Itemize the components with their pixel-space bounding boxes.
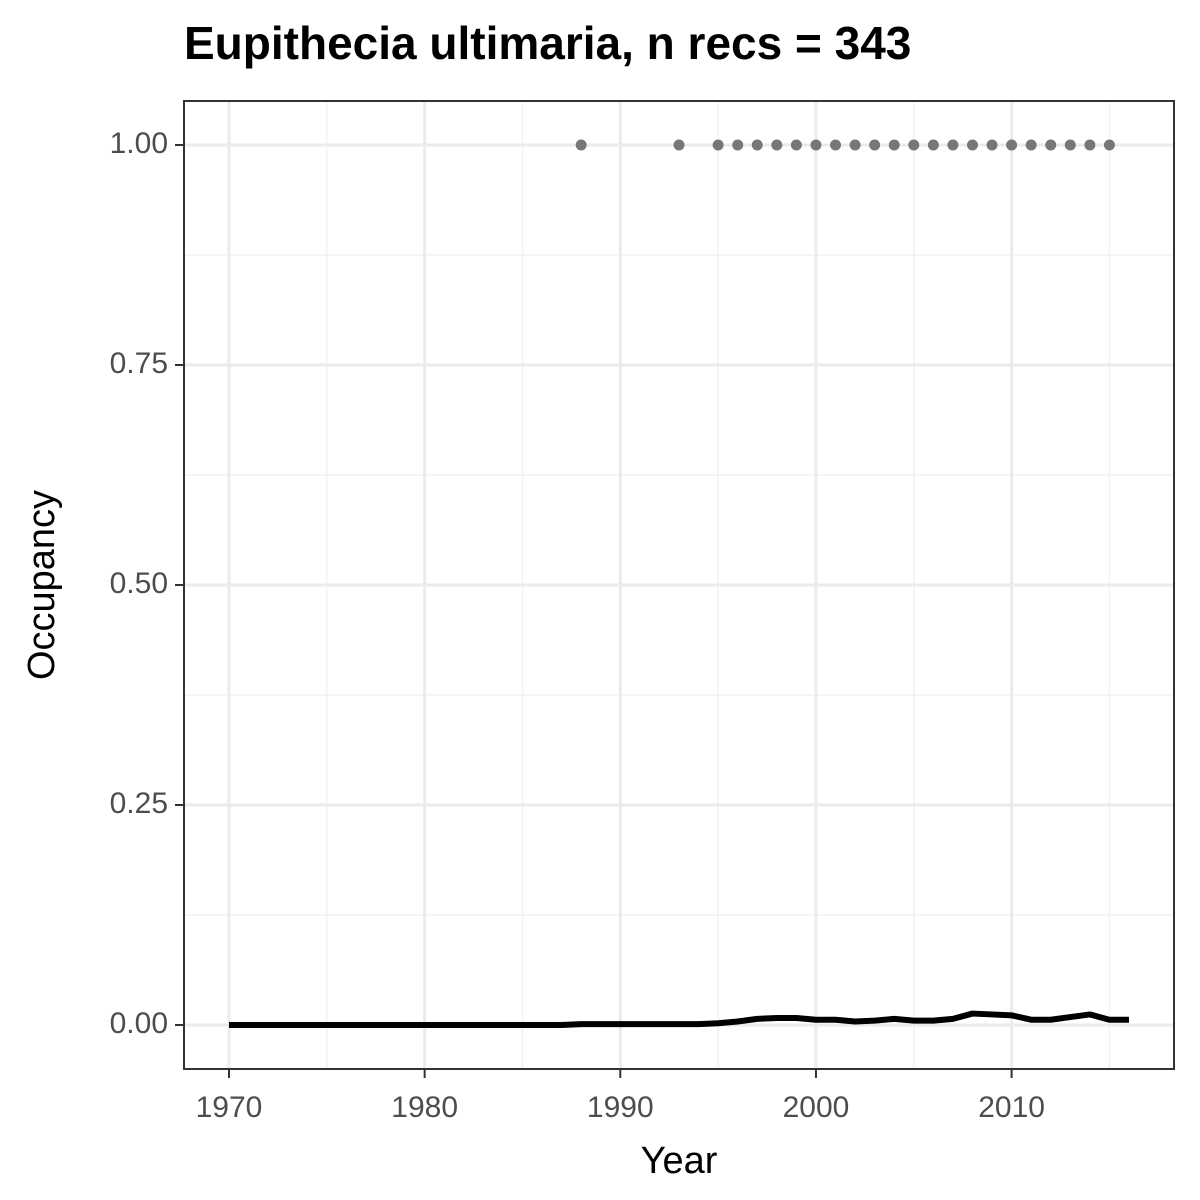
y-tick-label: 0.50 (110, 567, 168, 600)
x-tick-label: 1990 (587, 1091, 654, 1124)
chart-title: Eupithecia ultimaria, n recs = 343 (184, 17, 911, 69)
point (869, 139, 881, 151)
point (673, 139, 685, 151)
point (1064, 139, 1076, 151)
x-tick-label: 1980 (391, 1091, 458, 1124)
y-tick-label: 0.75 (110, 347, 168, 380)
y-tick-label: 1.00 (110, 127, 168, 160)
point (1084, 139, 1096, 151)
point (771, 139, 783, 151)
point (751, 139, 763, 151)
point (888, 139, 900, 151)
x-axis-label: Year (641, 1140, 718, 1182)
point (830, 139, 842, 151)
point (966, 139, 978, 151)
point (849, 139, 861, 151)
point (986, 139, 998, 151)
point (1025, 139, 1037, 151)
point (908, 139, 920, 151)
y-tick-label: 0.00 (110, 1007, 168, 1040)
x-tick-label: 1970 (196, 1091, 263, 1124)
point (575, 139, 587, 151)
x-tick-label: 2000 (783, 1091, 850, 1124)
point (810, 139, 822, 151)
point (947, 139, 959, 151)
y-tick-label: 0.25 (110, 787, 168, 820)
plot-border (183, 100, 1175, 1070)
point (790, 139, 802, 151)
point (927, 139, 939, 151)
x-tick-label: 2010 (978, 1091, 1045, 1124)
point (732, 139, 744, 151)
trend-line (229, 1010, 1129, 1028)
point (712, 139, 724, 151)
point (1006, 139, 1018, 151)
point (1045, 139, 1057, 151)
y-axis-label: Occupancy (21, 490, 63, 680)
point (1103, 139, 1115, 151)
